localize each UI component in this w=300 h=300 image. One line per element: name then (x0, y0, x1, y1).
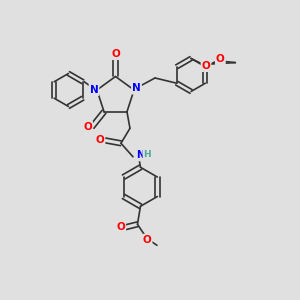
Text: O: O (216, 54, 225, 64)
Text: N: N (132, 83, 141, 94)
Text: H: H (143, 150, 151, 159)
Text: O: O (143, 235, 152, 245)
Text: O: O (111, 49, 120, 59)
Text: N: N (90, 85, 98, 95)
Text: O: O (116, 222, 125, 232)
Text: O: O (83, 122, 92, 132)
Text: N: N (136, 150, 145, 160)
Text: O: O (96, 135, 104, 145)
Text: O: O (202, 61, 210, 71)
